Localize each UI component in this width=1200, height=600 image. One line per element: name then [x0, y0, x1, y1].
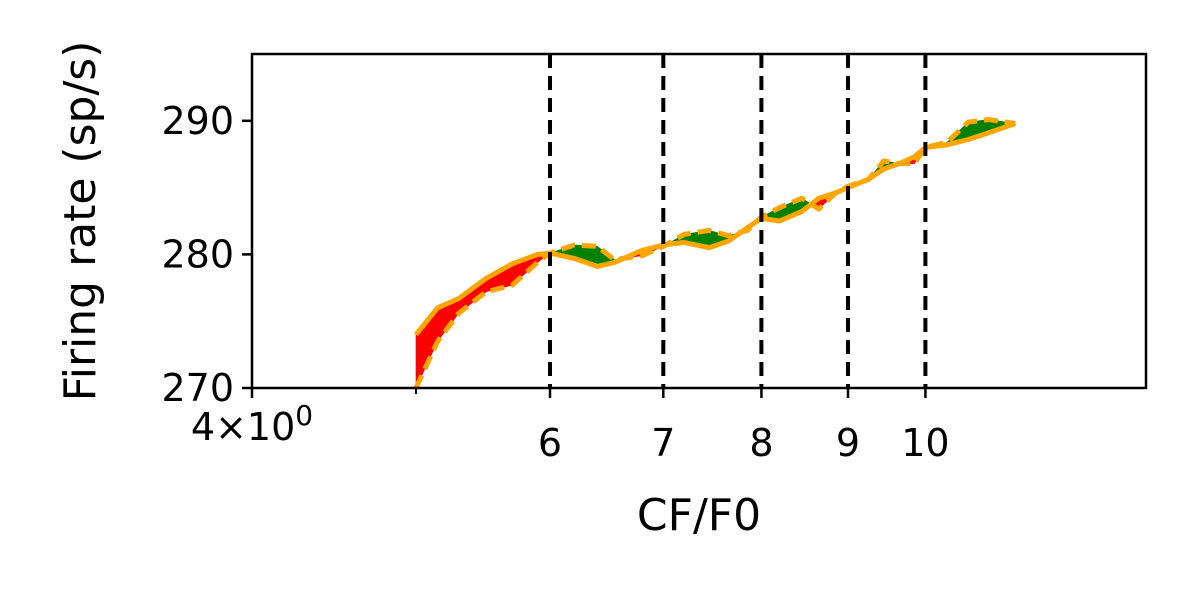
series-line-dashed	[413, 117, 1016, 390]
y-axis-label: Firing rate (sp/s)	[55, 41, 106, 402]
x-axis-ticks: 4×100 6 7 8 9 10	[191, 388, 950, 465]
x-tick-label: 6	[538, 421, 562, 465]
x-tick-label: 10	[901, 421, 949, 465]
plot-frame	[250, 52, 1148, 390]
vertical-reference-lines	[548, 54, 928, 388]
y-tick-label: 280	[161, 232, 234, 276]
x-tick-label: 7	[651, 421, 675, 465]
y-tick-label: 290	[161, 99, 234, 143]
x-tick-label: 8	[749, 421, 773, 465]
x-axis-label: CF/F0	[637, 490, 761, 541]
y-axis-ticks: 270 280 290	[161, 99, 252, 410]
series-lines	[413, 117, 1017, 390]
y-tick-label: 270	[161, 366, 234, 410]
x-tick-label: 9	[836, 421, 860, 465]
x-tick-label: 4×100	[191, 399, 313, 449]
